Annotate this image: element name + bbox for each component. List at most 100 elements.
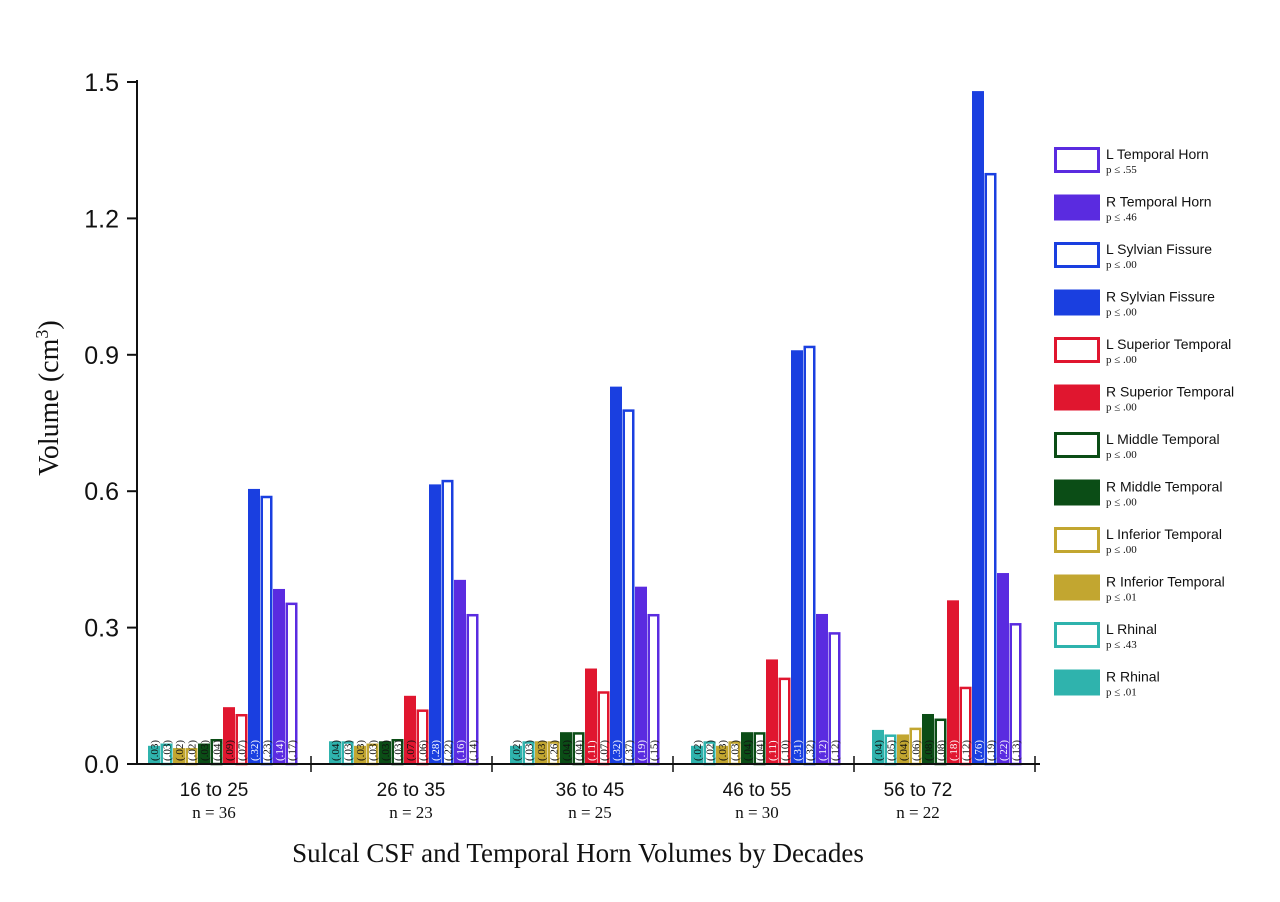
x-axis-title: Sulcal CSF and Temporal Horn Volumes by … [292, 838, 864, 868]
y-axis: 0.0 0.3 0.6 0.9 1.2 1.5 [84, 69, 138, 779]
bar [510, 745, 522, 764]
legend-swatch [1054, 384, 1100, 411]
legend-label: L Inferior Temporal [1106, 526, 1222, 542]
bar [585, 668, 597, 764]
legend-swatch [1054, 147, 1100, 173]
data-label: (.16) [455, 740, 467, 761]
data-label: (.23) [262, 740, 274, 761]
legend-p-value: p ≤ .43 [1106, 639, 1137, 651]
data-label: (.17) [287, 740, 299, 761]
data-label: (.37) [624, 740, 636, 761]
bar [610, 386, 622, 764]
data-label: (.10) [780, 740, 792, 761]
data-label: (.31) [792, 740, 804, 761]
legend-label: R Inferior Temporal [1106, 574, 1225, 590]
data-label: (.22) [998, 740, 1010, 761]
legend-swatch [1054, 622, 1100, 648]
legend-swatch [1054, 479, 1100, 506]
data-label: (.03) [717, 740, 729, 761]
x-category-n-label: n = 25 [568, 803, 612, 822]
data-label: (.13) [1011, 740, 1023, 761]
bar [148, 745, 160, 764]
legend-label: L Rhinal [1106, 621, 1157, 637]
legend-swatch [1054, 289, 1100, 316]
legend-p-value: p ≤ .00 [1106, 402, 1137, 414]
x-category-label: 46 to 55 [723, 780, 792, 801]
bar [329, 741, 341, 764]
data-label: (.02) [705, 740, 717, 761]
data-label: (.08) [923, 740, 935, 761]
data-label: (.07) [237, 740, 249, 761]
data-label: (.02) [511, 740, 523, 761]
bar [872, 729, 884, 764]
x-category-label: 26 to 35 [377, 780, 446, 801]
x-axis: 16 to 25 n = 36 26 to 35 n = 23 36 to 45 n = … [137, 756, 1040, 822]
y-tick-label: 1.2 [84, 205, 119, 233]
y-tick-label: 0.9 [84, 342, 119, 370]
legend-p-value: p ≤ .00 [1106, 354, 1137, 366]
legend-swatch [1054, 432, 1100, 458]
x-category-n-label: n = 23 [389, 803, 433, 822]
bar [429, 484, 441, 764]
bar [454, 579, 466, 764]
data-label: (.04) [898, 740, 910, 761]
data-label: (.08) [936, 740, 948, 761]
data-label: (.04) [873, 740, 885, 761]
legend-p-value: p ≤ .01 [1106, 592, 1137, 604]
data-label: (.06) [418, 740, 430, 761]
legend-label: R Rhinal [1106, 669, 1160, 685]
bar [803, 345, 816, 766]
bar [273, 588, 285, 764]
data-label: (.09) [224, 740, 236, 761]
data-label: (.22) [443, 740, 455, 761]
legend-swatch [1054, 527, 1100, 553]
data-label: (.03) [149, 740, 161, 761]
bar [984, 172, 997, 766]
bar [560, 732, 572, 764]
y-axis-title-close: ) [34, 320, 65, 329]
legend-p-value: p ≤ .55 [1106, 164, 1137, 176]
data-label: (.26) [549, 740, 561, 761]
y-tick-label: 1.5 [84, 69, 119, 97]
legend-swatch [1054, 337, 1100, 363]
data-label: (.02) [174, 740, 186, 761]
data-label: (.04) [212, 740, 224, 761]
legend-p-value: p ≤ .46 [1106, 212, 1137, 224]
legend-label: R Temporal Horn [1106, 194, 1212, 210]
legend-p-value: p ≤ .00 [1106, 497, 1137, 509]
data-label: (.04) [755, 740, 767, 761]
legend-swatch [1054, 574, 1100, 601]
y-tick-label: 0.0 [84, 751, 119, 779]
legend-p-value: p ≤ .00 [1106, 449, 1137, 461]
data-label: (.07) [599, 740, 611, 761]
legend-p-value: p ≤ .01 [1106, 687, 1137, 699]
bar [535, 741, 547, 764]
legend-label: R Superior Temporal [1106, 384, 1234, 400]
legend-label: L Sylvian Fissure [1106, 241, 1212, 257]
legend-label: R Sylvian Fissure [1106, 289, 1215, 305]
bar [173, 748, 185, 764]
data-label: (.15) [649, 740, 661, 761]
bar [223, 707, 235, 764]
data-label: (.03) [368, 740, 380, 761]
bar [260, 495, 273, 766]
data-label: (.28) [430, 740, 442, 761]
data-label: (.03) [355, 740, 367, 761]
x-category-n-label: n = 22 [896, 803, 940, 822]
bar [997, 573, 1009, 764]
legend-label: L Middle Temporal [1106, 431, 1220, 447]
bar [791, 350, 803, 764]
data-label: (.04) [574, 740, 586, 761]
legend-label: L Temporal Horn [1106, 146, 1209, 162]
bar [379, 741, 391, 764]
y-axis-title-superscript: 3 [32, 330, 52, 339]
bar [897, 734, 909, 764]
x-category-n-label: n = 36 [192, 803, 236, 822]
data-label: (.32) [611, 740, 623, 761]
x-category-label: 36 to 45 [556, 780, 625, 801]
data-label: (.32) [805, 740, 817, 761]
bar [766, 659, 778, 764]
x-category-label: 56 to 72 [884, 780, 953, 801]
data-label: (.03) [380, 740, 392, 761]
